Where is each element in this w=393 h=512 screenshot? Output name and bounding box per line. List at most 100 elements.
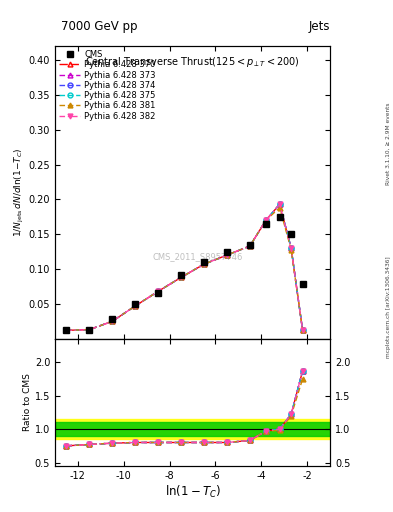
Pythia 6.428 373 (64, 327, 69, 333)
Pythia 6.428 382 (110, 318, 115, 324)
Legend: CMS, Pythia 6.428 370, Pythia 6.428 373, Pythia 6.428 374, Pythia 6.428 375, Pyt: CMS, Pythia 6.428 370, Pythia 6.428 373,… (57, 49, 157, 122)
Pythia 6.428 374 (133, 303, 138, 309)
Text: Rivet 3.1.10, ≥ 2.9M events: Rivet 3.1.10, ≥ 2.9M events (386, 102, 391, 185)
Pythia 6.428 370 (133, 303, 138, 309)
Pythia 6.428 373 (156, 288, 160, 294)
Bar (55, 422, 330, 436)
Line: Pythia 6.428 373: Pythia 6.428 373 (64, 202, 305, 333)
CMS (87, 327, 92, 333)
Pythia 6.428 381 (64, 327, 69, 333)
Pythia 6.428 374 (156, 288, 160, 294)
Pythia 6.428 382 (156, 288, 160, 294)
Pythia 6.428 382 (264, 217, 268, 223)
X-axis label: $\ln(1-T_C)$: $\ln(1-T_C)$ (165, 483, 220, 500)
Pythia 6.428 382 (224, 252, 229, 258)
Pythia 6.428 375 (224, 252, 229, 258)
Pythia 6.428 374 (110, 318, 115, 324)
Pythia 6.428 370 (64, 327, 69, 333)
Pythia 6.428 375 (248, 243, 252, 249)
Line: Pythia 6.428 370: Pythia 6.428 370 (64, 202, 305, 333)
Pythia 6.428 373 (289, 245, 294, 251)
Pythia 6.428 370 (87, 327, 92, 333)
Pythia 6.428 381 (110, 318, 115, 324)
Pythia 6.428 373 (133, 303, 138, 309)
Line: Pythia 6.428 374: Pythia 6.428 374 (64, 202, 305, 333)
Pythia 6.428 381 (300, 327, 305, 333)
Pythia 6.428 382 (277, 201, 282, 207)
Pythia 6.428 370 (264, 217, 268, 223)
Pythia 6.428 370 (179, 274, 184, 281)
Y-axis label: Ratio to CMS: Ratio to CMS (23, 373, 32, 431)
Y-axis label: $1/N_\mathrm{jets}\,dN/d\ln(1{-}T_C)$: $1/N_\mathrm{jets}\,dN/d\ln(1{-}T_C)$ (13, 147, 26, 237)
Pythia 6.428 375 (202, 261, 206, 267)
Line: Pythia 6.428 382: Pythia 6.428 382 (64, 202, 305, 333)
Pythia 6.428 374 (179, 274, 184, 281)
Pythia 6.428 374 (224, 252, 229, 258)
CMS (202, 259, 206, 265)
Pythia 6.428 374 (64, 327, 69, 333)
Line: CMS: CMS (64, 214, 305, 333)
Pythia 6.428 375 (277, 201, 282, 207)
CMS (64, 327, 69, 333)
Pythia 6.428 374 (264, 217, 268, 223)
Pythia 6.428 370 (156, 288, 160, 294)
Pythia 6.428 375 (179, 274, 184, 281)
CMS (277, 214, 282, 220)
Pythia 6.428 370 (110, 318, 115, 324)
Pythia 6.428 370 (289, 245, 294, 251)
Pythia 6.428 382 (202, 261, 206, 267)
Pythia 6.428 375 (64, 327, 69, 333)
CMS (133, 301, 138, 307)
Pythia 6.428 382 (87, 327, 92, 333)
Pythia 6.428 373 (87, 327, 92, 333)
Pythia 6.428 375 (110, 318, 115, 324)
Pythia 6.428 373 (179, 274, 184, 281)
Pythia 6.428 381 (133, 303, 138, 309)
Pythia 6.428 373 (202, 261, 206, 267)
Pythia 6.428 382 (133, 303, 138, 309)
Pythia 6.428 374 (277, 201, 282, 207)
CMS (264, 221, 268, 227)
Pythia 6.428 370 (300, 327, 305, 333)
Pythia 6.428 374 (248, 243, 252, 249)
Text: 7000 GeV pp: 7000 GeV pp (61, 20, 138, 33)
CMS (248, 242, 252, 248)
Pythia 6.428 381 (156, 288, 160, 294)
Line: Pythia 6.428 381: Pythia 6.428 381 (64, 205, 305, 333)
Pythia 6.428 375 (133, 303, 138, 309)
Pythia 6.428 374 (87, 327, 92, 333)
Text: CMS_2011_S8957746: CMS_2011_S8957746 (153, 252, 243, 261)
Pythia 6.428 374 (202, 261, 206, 267)
Pythia 6.428 375 (87, 327, 92, 333)
Bar (55, 419, 330, 439)
Pythia 6.428 382 (64, 327, 69, 333)
Pythia 6.428 381 (277, 205, 282, 211)
Pythia 6.428 381 (264, 217, 268, 223)
Pythia 6.428 375 (289, 245, 294, 251)
Pythia 6.428 381 (202, 261, 206, 267)
Pythia 6.428 382 (289, 245, 294, 251)
Text: Central Transverse Thrust$(125 < p_{\perp T} < 200)$: Central Transverse Thrust$(125 < p_{\per… (85, 55, 300, 69)
Pythia 6.428 382 (248, 243, 252, 249)
Pythia 6.428 374 (289, 245, 294, 251)
Pythia 6.428 373 (264, 217, 268, 223)
Pythia 6.428 370 (277, 201, 282, 207)
Pythia 6.428 373 (300, 327, 305, 333)
Pythia 6.428 374 (300, 327, 305, 333)
CMS (156, 290, 160, 296)
Text: mcplots.cern.ch [arXiv:1306.3436]: mcplots.cern.ch [arXiv:1306.3436] (386, 257, 391, 358)
Pythia 6.428 375 (264, 217, 268, 223)
CMS (179, 271, 184, 278)
Pythia 6.428 373 (277, 201, 282, 207)
Pythia 6.428 373 (224, 252, 229, 258)
Pythia 6.428 375 (156, 288, 160, 294)
CMS (289, 231, 294, 237)
Pythia 6.428 373 (248, 243, 252, 249)
Pythia 6.428 381 (289, 246, 294, 252)
Pythia 6.428 382 (179, 274, 184, 281)
CMS (110, 316, 115, 322)
CMS (224, 248, 229, 254)
CMS (300, 281, 305, 287)
Pythia 6.428 370 (224, 252, 229, 258)
Pythia 6.428 382 (300, 327, 305, 333)
